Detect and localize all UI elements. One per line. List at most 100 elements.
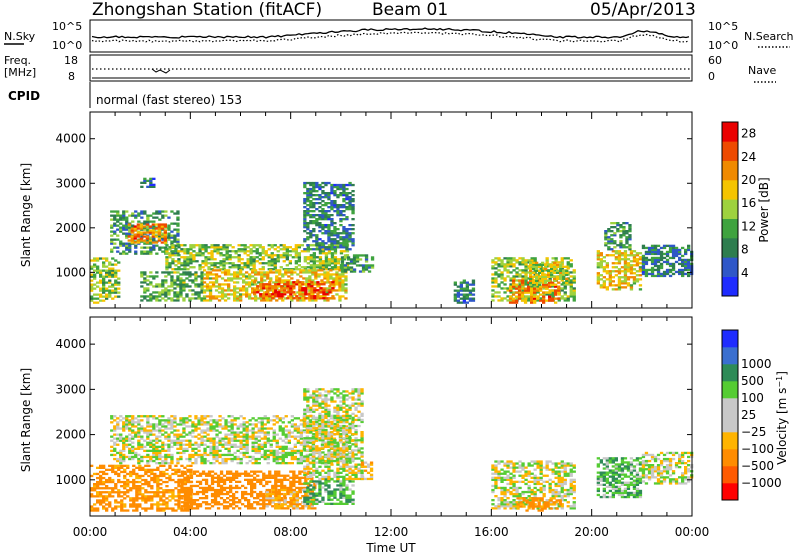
data-cell bbox=[212, 283, 215, 285]
data-cell bbox=[570, 263, 573, 265]
data-cell bbox=[260, 271, 263, 273]
data-cell bbox=[189, 258, 192, 260]
data-cell bbox=[222, 248, 225, 250]
data-cell bbox=[347, 268, 350, 270]
data-cell bbox=[165, 258, 168, 260]
data-cell bbox=[150, 491, 153, 493]
data-cell bbox=[622, 232, 625, 234]
data-cell bbox=[318, 242, 321, 244]
data-cell bbox=[165, 497, 168, 499]
data-cell bbox=[559, 268, 562, 270]
data-cell bbox=[273, 415, 276, 417]
data-cell bbox=[134, 227, 137, 229]
data-cell bbox=[156, 485, 159, 487]
data-cell bbox=[243, 417, 246, 419]
data-cell bbox=[224, 279, 227, 281]
data-cell bbox=[310, 297, 313, 299]
data-cell bbox=[303, 192, 306, 194]
data-cell bbox=[612, 254, 615, 256]
data-cell bbox=[333, 242, 336, 244]
data-cell bbox=[108, 294, 111, 296]
data-cell bbox=[187, 477, 190, 479]
data-cell bbox=[283, 289, 286, 291]
data-cell bbox=[312, 194, 315, 196]
data-cell bbox=[672, 255, 675, 257]
data-cell bbox=[559, 276, 562, 278]
data-cell bbox=[624, 274, 627, 276]
data-cell bbox=[306, 214, 309, 216]
data-cell bbox=[320, 273, 323, 275]
data-cell bbox=[108, 481, 111, 483]
data-cell bbox=[687, 247, 690, 249]
data-cell bbox=[622, 230, 625, 232]
data-cell bbox=[654, 257, 657, 259]
data-cell bbox=[234, 444, 237, 446]
data-cell bbox=[131, 239, 134, 241]
data-cell bbox=[119, 460, 122, 462]
data-cell bbox=[564, 291, 567, 293]
data-cell bbox=[212, 454, 215, 456]
data-cell bbox=[515, 292, 518, 294]
data-cell bbox=[283, 291, 286, 293]
data-cell bbox=[326, 299, 329, 301]
data-cell bbox=[318, 222, 321, 224]
data-cell bbox=[140, 427, 143, 429]
data-cell bbox=[193, 485, 196, 487]
data-cell bbox=[126, 473, 129, 475]
data-cell bbox=[669, 257, 672, 259]
data-cell bbox=[291, 456, 294, 458]
data-cell bbox=[532, 272, 535, 274]
data-cell bbox=[155, 448, 158, 450]
data-cell bbox=[313, 260, 316, 262]
data-cell bbox=[342, 429, 345, 431]
data-cell bbox=[252, 417, 255, 419]
data-cell bbox=[624, 282, 627, 284]
data-cell bbox=[336, 204, 339, 206]
data-cell bbox=[152, 452, 155, 454]
data-cell bbox=[633, 256, 636, 258]
data-cell bbox=[250, 244, 253, 246]
data-cell bbox=[457, 290, 460, 292]
data-cell bbox=[119, 253, 122, 255]
data-cell bbox=[660, 273, 663, 275]
data-cell bbox=[506, 269, 509, 271]
data-cell bbox=[625, 238, 628, 240]
data-cell bbox=[610, 234, 613, 236]
data-cell bbox=[146, 275, 149, 277]
data-cell bbox=[114, 290, 117, 292]
data-cell bbox=[170, 460, 173, 462]
data-cell bbox=[189, 266, 192, 268]
data-cell bbox=[195, 254, 198, 256]
data-cell bbox=[345, 246, 348, 248]
data-cell bbox=[210, 256, 213, 258]
data-cell bbox=[237, 431, 240, 433]
data-cell bbox=[325, 262, 328, 264]
data-cell bbox=[240, 440, 243, 442]
data-cell bbox=[206, 429, 209, 431]
data-cell bbox=[346, 250, 349, 252]
data-cell bbox=[185, 440, 188, 442]
data-cell bbox=[454, 296, 457, 298]
data-cell bbox=[553, 268, 556, 270]
data-cell bbox=[348, 232, 351, 234]
power-y-axis-label: Slant Range [km] bbox=[19, 163, 33, 267]
data-cell bbox=[261, 446, 264, 448]
data-cell bbox=[144, 507, 147, 509]
data-cell bbox=[300, 462, 303, 464]
data-cell bbox=[344, 291, 347, 293]
data-cell bbox=[318, 206, 321, 208]
data-cell bbox=[218, 283, 221, 285]
data-cell bbox=[283, 256, 286, 258]
data-cell bbox=[242, 281, 245, 283]
data-cell bbox=[140, 419, 143, 421]
data-cell bbox=[212, 269, 215, 271]
data-cell bbox=[158, 239, 161, 241]
data-cell bbox=[283, 244, 286, 246]
data-cell bbox=[301, 293, 304, 295]
data-cell bbox=[143, 225, 146, 227]
data-cell bbox=[125, 427, 128, 429]
data-cell bbox=[203, 454, 206, 456]
data-cell bbox=[324, 226, 327, 228]
data-cell bbox=[173, 425, 176, 427]
data-cell bbox=[125, 253, 128, 255]
